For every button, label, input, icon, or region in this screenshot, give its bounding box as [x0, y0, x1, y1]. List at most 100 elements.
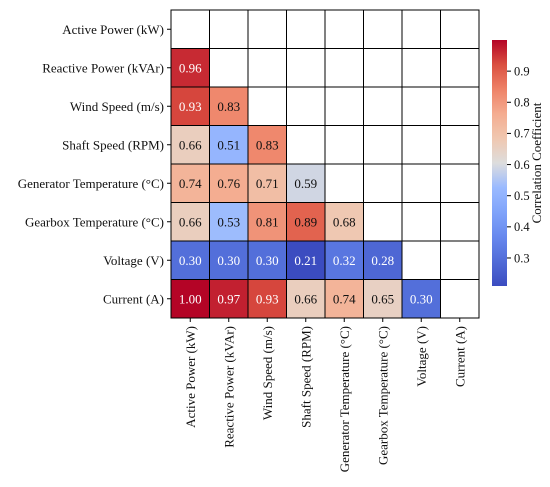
cell-value-label: 0.83 [217, 99, 240, 114]
cell-value-label: 1.00 [179, 291, 202, 306]
colorbar-tick-label: 0.7 [514, 127, 530, 141]
column-label: Wind Speed (m/s) [260, 326, 275, 420]
heatmap-cell [363, 48, 403, 88]
row-label: Wind Speed (m/s) [70, 99, 164, 114]
heatmap-cell [363, 240, 403, 280]
heatmap-cell [440, 86, 480, 126]
cell-value-label: 0.96 [179, 60, 202, 75]
column-label: Shaft Speed (RPM) [298, 326, 313, 428]
cell-value-label: 0.53 [217, 214, 240, 229]
colorbar-gradient [492, 40, 507, 286]
heatmap-cell [440, 9, 480, 49]
heatmap-cell [286, 125, 326, 165]
cell-value-label: 0.51 [217, 137, 240, 152]
colorbar-tick-label: 0.3 [514, 251, 530, 265]
heatmap-cell [247, 125, 287, 165]
heatmap-cell [170, 9, 210, 49]
heatmap-cell [324, 163, 364, 203]
cell-value-label: 0.89 [294, 214, 317, 229]
cell-value-label: 0.74 [179, 176, 202, 191]
heatmap-cell [363, 125, 403, 165]
column-labels: Active Power (kW) Reactive Power (kVAr) Wi… [183, 318, 467, 472]
colorbar-tick-label: 0.6 [514, 158, 530, 172]
colorbar-tick-label: 0.8 [514, 96, 530, 110]
cell-value-label: 0.81 [256, 214, 279, 229]
heatmap-cell [401, 48, 441, 88]
heatmap-cell [209, 279, 249, 319]
cell-value-label: 0.68 [333, 214, 356, 229]
heatmap-cell [440, 48, 480, 88]
cell-value-label: 0.30 [256, 253, 279, 268]
cell-value-label: 0.74 [333, 291, 356, 306]
heatmap-cell [324, 125, 364, 165]
heatmap-cell [286, 9, 326, 49]
heatmap-cell [286, 48, 326, 88]
heatmap-cell [401, 9, 441, 49]
heatmap-cell [363, 86, 403, 126]
heatmap-cell [401, 202, 441, 242]
cell-value-label: 0.66 [179, 137, 202, 152]
heatmap-cell [401, 163, 441, 203]
cell-value-label: 0.76 [217, 176, 240, 191]
heatmap-cell [286, 202, 326, 242]
heatmap-cell [170, 86, 210, 126]
heatmap-cell [324, 48, 364, 88]
heatmap-cell [401, 86, 441, 126]
heatmap-cell [440, 163, 480, 203]
heatmap-cell [209, 163, 249, 203]
cell-value-label: 0.30 [410, 291, 433, 306]
cell-value-label: 0.93 [256, 291, 279, 306]
row-label: Voltage (V) [103, 253, 164, 268]
heatmap-cell [247, 48, 287, 88]
cell-value-label: 0.65 [371, 291, 394, 306]
column-label: Reactive Power (kVAr) [221, 326, 236, 448]
heatmap-cell [286, 86, 326, 126]
cell-value-label: 0.71 [256, 176, 279, 191]
heatmap-cell [324, 240, 364, 280]
cell-value-label: 0.30 [179, 253, 202, 268]
heatmap-cell [401, 279, 441, 319]
column-label: Active Power (kW) [183, 326, 198, 428]
cell-value-label: 0.30 [217, 253, 240, 268]
heatmap-cell [209, 9, 249, 49]
heatmap-cell [170, 279, 210, 319]
heatmap-cell [247, 86, 287, 126]
column-label: Current (A) [452, 326, 467, 387]
column-label: Gearbox Temperature (°C) [375, 326, 390, 465]
heatmap-cell [440, 125, 480, 165]
cell-value-label: 0.83 [256, 137, 279, 152]
cell-value-label: 0.28 [371, 253, 394, 268]
row-label: Shaft Speed (RPM) [62, 137, 164, 152]
row-label: Generator Temperature (°C) [18, 176, 164, 191]
colorbar-tick-label: 0.9 [514, 64, 530, 78]
cell-value-label: 0.93 [179, 99, 202, 114]
heatmap-cell [363, 9, 403, 49]
heatmap-cell [286, 163, 326, 203]
heatmap-cell [440, 202, 480, 242]
heatmap-cell [363, 279, 403, 319]
row-label: Reactive Power (kVAr) [42, 60, 164, 75]
heatmap-cell [209, 202, 249, 242]
heatmap-cell [440, 240, 480, 280]
heatmap-cells: 0.96 0.93 0.83 0.66 0.51 0.83 0.74 0.76 0.71 0.59… [170, 9, 480, 319]
heatmap-cell [363, 202, 403, 242]
colorbar-tick-label: 0.4 [514, 220, 530, 234]
column-label: Generator Temperature (°C) [337, 326, 352, 472]
cell-value-label: 0.66 [179, 214, 202, 229]
cell-value-label: 0.66 [294, 291, 317, 306]
row-labels: Active Power (kW) Reactive Power (kVAr) Wi… [18, 22, 171, 306]
cell-value-label: 0.32 [333, 253, 356, 268]
row-label: Active Power (kW) [62, 22, 164, 37]
heatmap-cell [286, 240, 326, 280]
column-label: Voltage (V) [414, 326, 429, 387]
heatmap-cell [209, 240, 249, 280]
heatmap-cell [247, 9, 287, 49]
heatmap-cell [324, 86, 364, 126]
heatmap-cell [401, 240, 441, 280]
heatmap-cell [401, 125, 441, 165]
heatmap-cell [247, 240, 287, 280]
heatmap-cell [209, 48, 249, 88]
row-label: Current (A) [103, 291, 164, 306]
cell-value-label: 0.21 [294, 253, 317, 268]
